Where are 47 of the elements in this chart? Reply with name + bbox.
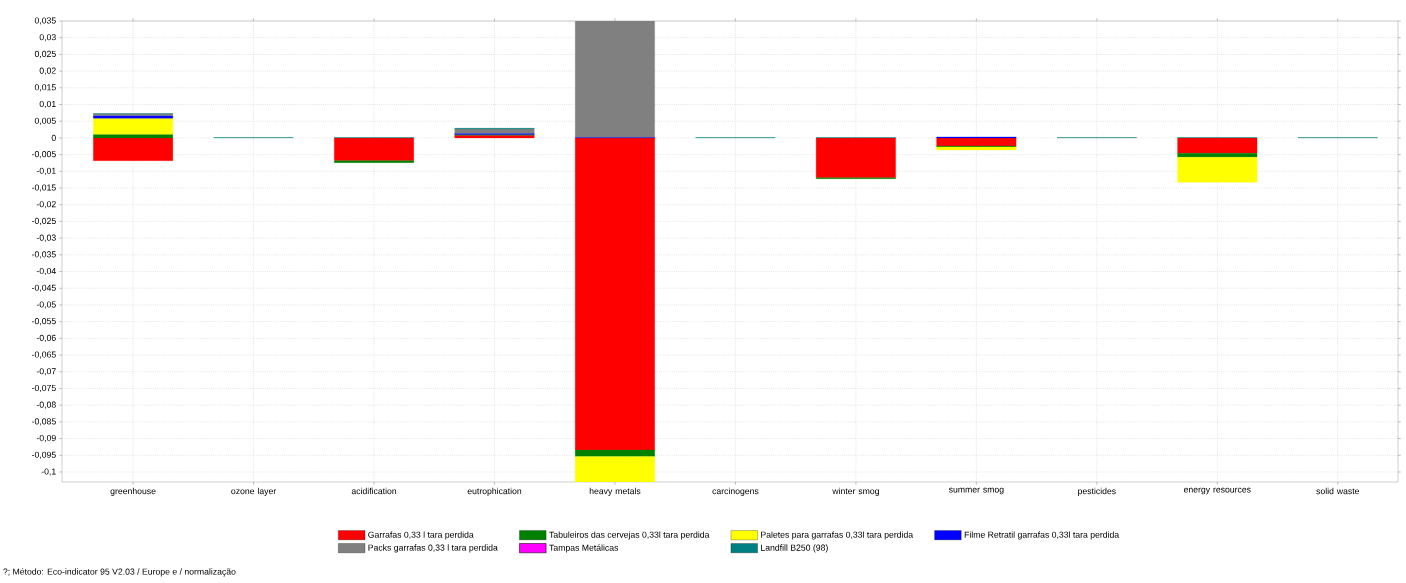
x-tick-label: heavy metals (589, 487, 641, 496)
x-tick-label: pesticides (1078, 487, 1116, 496)
y-tick-label: -0,09 (36, 435, 56, 443)
legend-label: Garrafas 0,33 l tara perdida (368, 531, 474, 540)
legend-label: Tampas Metálicas (549, 544, 619, 553)
y-tick-label: 0,015 (34, 84, 56, 92)
y-tick-label: 0,035 (34, 17, 56, 25)
y-tick-label: 0,02 (39, 67, 56, 75)
y-tick-label: -0,085 (31, 418, 56, 426)
x-tick-label: energy resources (1183, 487, 1251, 495)
y-tick-label: -0,03 (36, 234, 56, 242)
y-tick-label: -0,035 (31, 251, 56, 259)
x-tick-label: summer smog (948, 487, 1004, 495)
y-tick-label: -0,055 (31, 318, 56, 326)
y-tick-label: -0,04 (36, 267, 56, 276)
y-tick-label: -0,005 (31, 151, 56, 159)
y-tick-label: -0,08 (36, 401, 56, 409)
y-tick-label: -0,075 (31, 384, 56, 393)
y-tick-label: -0,01 (36, 167, 56, 175)
y-tick-label: -0,1 (41, 468, 56, 476)
legend-label: Filme Retratil garrafas 0,33l tara perdida (964, 531, 1120, 540)
legend-label: Packs garrafas 0,33 l tara perdida (368, 544, 498, 553)
x-tick-label: solid waste (1316, 487, 1360, 495)
y-tick-label: -0,06 (36, 334, 56, 342)
y-tick-label: -0,015 (31, 184, 56, 192)
y-tick-label: 0,025 (34, 50, 56, 58)
y-tick-label: -0,07 (36, 368, 56, 376)
x-tick-label: acidification (351, 487, 397, 495)
y-tick-label: 0,005 (34, 117, 56, 125)
y-tick-label: -0,02 (36, 201, 56, 209)
text: ?; Método: Eco-indicator 95 V2.03 / Europe e / normalização (3, 568, 236, 577)
x-tick-label: carcinogens (712, 487, 759, 496)
y-tick-label: 0,03 (39, 34, 56, 42)
x-tick-label: winter smog (832, 487, 879, 496)
y-tick-label: -0,025 (31, 217, 56, 226)
legend-label: Tabuleiros das cervejas 0,33l tara perdida (549, 531, 710, 540)
y-tick-label: -0,095 (31, 451, 56, 459)
y-tick-label: -0,045 (31, 284, 56, 292)
legend-label: Paletes para garrafas 0,33l tara perdida (761, 531, 914, 540)
y-tick-label: -0,065 (31, 351, 56, 359)
legend-label: Landfill B250 (98) (761, 544, 828, 553)
x-tick-label: eutrophication (467, 487, 522, 496)
y-tick-label: 0 (51, 134, 56, 141)
y-tick-label: 0,01 (39, 100, 56, 109)
y-tick-label: -0,05 (36, 301, 56, 309)
x-tick-label: ozone layer (231, 487, 277, 496)
x-tick-label: greenhouse (110, 487, 156, 496)
